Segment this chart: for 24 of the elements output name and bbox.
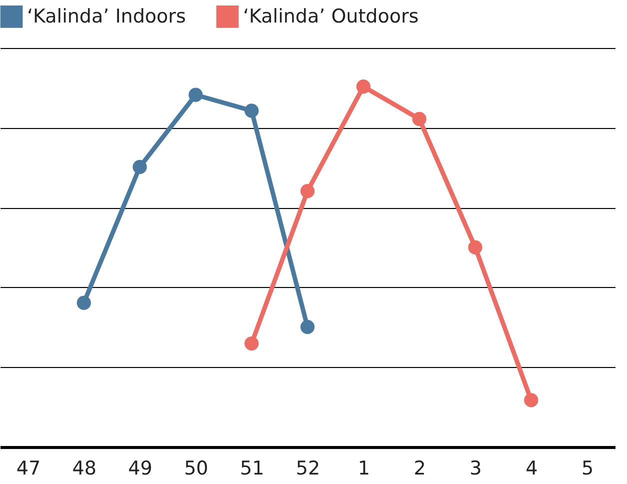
point xyxy=(468,240,482,254)
point xyxy=(188,88,203,102)
x-tick-label: 1 xyxy=(358,458,370,480)
x-tick-label: 47 xyxy=(16,458,41,480)
point xyxy=(412,112,426,126)
x-tick-label: 4 xyxy=(526,458,538,480)
point xyxy=(244,104,259,118)
x-tick-label: 3 xyxy=(470,458,482,480)
x-tick-label: 51 xyxy=(240,458,264,480)
x-tick-label: 52 xyxy=(296,458,320,480)
x-tick-label: 48 xyxy=(72,458,96,480)
x-tick-label: 50 xyxy=(184,458,208,480)
point xyxy=(244,336,259,351)
legend-label: ‘Kalinda’ Outdoors xyxy=(243,6,419,28)
point xyxy=(76,296,91,310)
x-tick-label: 49 xyxy=(128,458,152,480)
point xyxy=(132,160,147,174)
point xyxy=(300,184,315,198)
point xyxy=(356,80,370,94)
legend-label: ‘Kalinda’ Indoors xyxy=(27,6,186,28)
x-tick-label: 5 xyxy=(582,458,594,480)
point xyxy=(524,393,538,408)
point xyxy=(300,320,315,334)
x-tick-label: 2 xyxy=(414,458,426,480)
